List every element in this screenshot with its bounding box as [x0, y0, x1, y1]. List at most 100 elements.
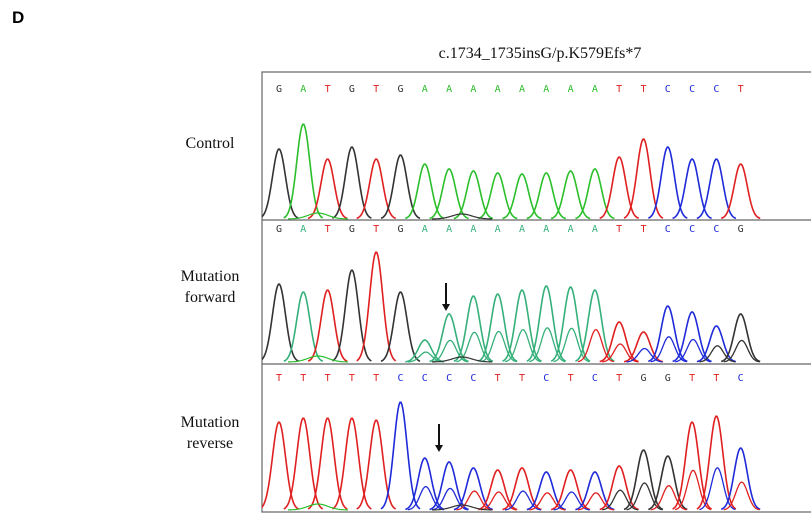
trace-peak [648, 455, 688, 511]
base-call-letter: A [568, 84, 574, 95]
track-label-line: forward [184, 289, 236, 306]
base-call-letter: T [616, 84, 622, 95]
chromatogram-frame [261, 71, 811, 513]
mutation-arrow-head [435, 445, 443, 452]
trace-peak [696, 325, 737, 363]
trace-baseline-bump [288, 503, 348, 511]
base-call-letter: T [495, 373, 501, 384]
trace-peak [405, 457, 445, 511]
trace-peak [647, 146, 688, 219]
trace-peak [262, 283, 299, 362]
base-call-letter: A [470, 224, 476, 235]
trace-peak [672, 421, 712, 510]
base-call-letter: G [349, 84, 355, 95]
trace-peak [502, 289, 542, 362]
trace-baseline-bump [432, 213, 492, 220]
trace-peak [648, 305, 688, 363]
base-call-letter: T [276, 373, 282, 384]
base-call-letter: T [373, 84, 379, 95]
trace-peak [262, 421, 299, 510]
base-call-letter: G [276, 84, 282, 95]
trace-peak [429, 168, 469, 220]
trace-peak [331, 417, 372, 510]
base-call-letter: G [738, 224, 744, 235]
trace-peak [526, 285, 567, 362]
trace-baseline-bump [288, 355, 348, 363]
base-call-letter: T [568, 373, 574, 384]
trace-peak-secondary [626, 347, 663, 363]
base-call-letter: A [300, 224, 306, 235]
trace-peaks [262, 123, 761, 220]
trace-peak [575, 168, 615, 220]
track-label-mutation-reverse: Mutation reverse [140, 412, 280, 454]
trace-peak [307, 158, 348, 220]
trace-peak [356, 419, 397, 510]
base-call-letter: T [519, 373, 525, 384]
base-call-letter: T [738, 84, 744, 95]
trace-peak [672, 158, 712, 220]
trace-peak [696, 158, 737, 220]
trace-peak [307, 289, 348, 362]
trace-peak [599, 156, 639, 220]
trace-peaks [262, 401, 761, 511]
base-call-letter: A [422, 224, 428, 235]
base-call-letter: C [689, 224, 695, 235]
trace-peak [477, 172, 518, 220]
track-label-line: Mutation [180, 414, 240, 431]
trace-peak [623, 331, 664, 363]
trace-peak [550, 469, 591, 511]
trace-peak-secondary [577, 328, 615, 363]
trace-peak [453, 170, 494, 220]
trace-peak-secondary [723, 339, 760, 363]
base-call-letter: A [300, 84, 306, 95]
base-call-letter: A [519, 84, 525, 95]
trace-peak [380, 401, 421, 510]
base-call-letter: A [543, 84, 549, 95]
base-call-letter: T [300, 373, 306, 384]
base-call-letter: G [665, 373, 671, 384]
base-call-letter: G [276, 224, 282, 235]
base-call-letter: A [568, 224, 574, 235]
trace-peak [453, 467, 494, 511]
base-call-letter: C [713, 224, 719, 235]
track-label-mutation-forward: Mutation forward [140, 266, 280, 308]
base-call-letter: A [446, 224, 452, 235]
trace-peak [526, 172, 567, 220]
base-call-letter: A [519, 224, 525, 235]
trace-peak [477, 293, 518, 362]
base-call-letter: A [422, 84, 428, 95]
base-call-letter: T [325, 224, 331, 235]
base-call-letter: G [349, 224, 355, 235]
trace-peak [720, 447, 761, 511]
trace-peak [380, 154, 421, 220]
trace-peak [623, 449, 664, 511]
trace-peak [429, 461, 469, 511]
trace-peak [599, 465, 639, 511]
base-call-letter: C [446, 373, 452, 384]
track-label-line: Control [185, 135, 235, 152]
base-call-letter: A [470, 84, 476, 95]
base-call-letter: T [640, 224, 646, 235]
trace-peak-secondary [723, 481, 760, 511]
trace-baseline-bump [288, 212, 348, 220]
trace-peak [405, 163, 445, 220]
base-call-letter: A [592, 224, 598, 235]
trace-peak [453, 295, 494, 363]
base-call-letter: C [470, 373, 476, 384]
trace-peak [550, 286, 591, 362]
base-call-letter: T [349, 373, 355, 384]
trace-peak [307, 417, 348, 510]
trace-peak [262, 148, 299, 219]
base-call-letter: T [616, 224, 622, 235]
base-call-letter: C [689, 84, 695, 95]
trace-peak-secondary [650, 485, 687, 511]
trace-peak [720, 163, 761, 220]
trace-peak [332, 146, 372, 219]
trace-peak [526, 471, 567, 511]
trace-peak-secondary [674, 338, 712, 363]
base-call-letter: C [397, 373, 403, 384]
base-call-letter: C [543, 373, 549, 384]
